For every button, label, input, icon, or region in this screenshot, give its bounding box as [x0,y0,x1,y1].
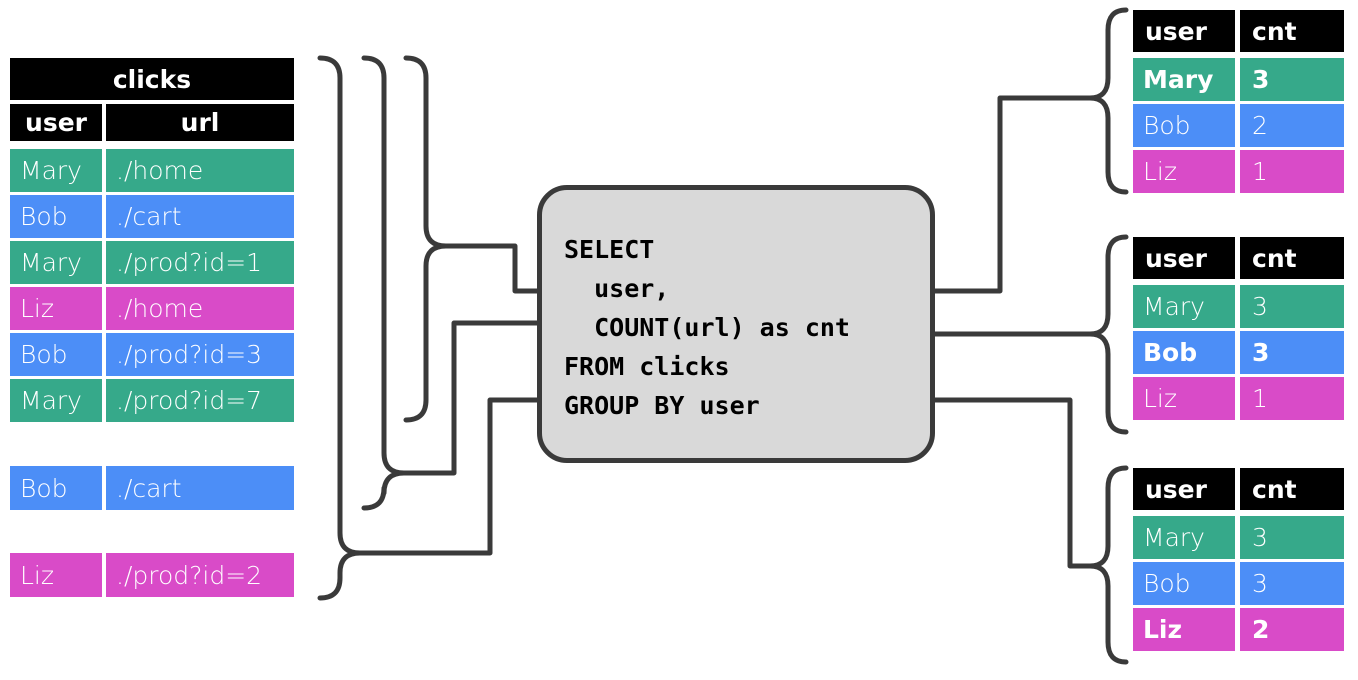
clicks-table-title: clicks [10,58,294,100]
sql-line-select: SELECT [564,235,655,264]
sql-line-from: FROM clicks [564,352,730,381]
clicks-row-url: ./prod?id=3 [106,333,294,376]
clicks-row-url: ./prod?id=1 [106,241,294,284]
sql-line-count: COUNT(url) as cnt [564,313,850,342]
result-3-row-cnt: 2 [1240,608,1344,651]
result-3-row-user: Liz [1133,608,1235,651]
result-1-header-cnt: cnt [1240,10,1344,52]
result-1-row-cnt: 3 [1240,58,1344,101]
brace-result-1 [1087,7,1129,195]
connector-in-3 [357,397,540,556]
result-2-row-user: Mary [1133,285,1235,328]
result-1-row-user: Liz [1133,150,1235,193]
result-2-header-user: user [1133,237,1235,279]
clicks-header-user: user [10,104,102,141]
clicks-header-url: url [106,104,294,141]
result-2-header-cnt: cnt [1240,237,1344,279]
result-3-header-cnt: cnt [1240,468,1344,510]
result-2-row-user: Bob [1133,331,1235,374]
brace-window-2 [361,55,407,511]
sql-line-user: user, [564,274,670,303]
clicks-row-user: Mary [10,379,102,422]
brace-window-3 [317,55,363,601]
result-1-row-cnt: 1 [1240,150,1344,193]
result-3-row-user: Bob [1133,562,1235,605]
sql-line-group-by: GROUP BY user [564,391,760,420]
connector-in-1 [443,243,540,294]
result-3-row-user: Mary [1133,516,1235,559]
result-1-row-cnt: 2 [1240,104,1344,147]
clicks-row-url: ./home [106,287,294,330]
result-3-header-user: user [1133,468,1235,510]
result-3-row-cnt: 3 [1240,562,1344,605]
clicks-row-user: Bob [10,333,102,376]
result-2-row-cnt: 3 [1240,285,1344,328]
sql-query: SELECT user, COUNT(url) as cnt FROM clic… [564,230,850,425]
connector-out-3 [932,397,1093,569]
clicks-late-row-user: Liz [10,553,102,597]
result-1-header-user: user [1133,10,1235,52]
clicks-row-user: Mary [10,241,102,284]
clicks-late-row-user: Bob [10,466,102,510]
result-2-row-cnt: 3 [1240,331,1344,374]
brace-window-1 [403,55,449,423]
result-1-row-user: Bob [1133,104,1235,147]
sql-query-box: SELECT user, COUNT(url) as cnt FROM clic… [537,185,935,463]
result-2-row-user: Liz [1133,377,1235,420]
clicks-row-user: Liz [10,287,102,330]
result-3-row-cnt: 3 [1240,516,1344,559]
clicks-row-url: ./home [106,149,294,192]
connector-out-1 [932,95,1093,294]
result-1-row-user: Mary [1133,58,1235,101]
result-2-row-cnt: 1 [1240,377,1344,420]
connector-in-2 [401,320,540,476]
clicks-late-row-url: ./prod?id=2 [106,553,294,597]
clicks-row-url: ./prod?id=7 [106,379,294,422]
clicks-table: clicks [10,58,294,100]
clicks-row-user: Bob [10,195,102,238]
brace-result-3 [1087,465,1129,665]
clicks-row-url: ./cart [106,195,294,238]
brace-result-2 [1087,234,1129,435]
clicks-row-user: Mary [10,149,102,192]
clicks-late-row-url: ./cart [106,466,294,510]
